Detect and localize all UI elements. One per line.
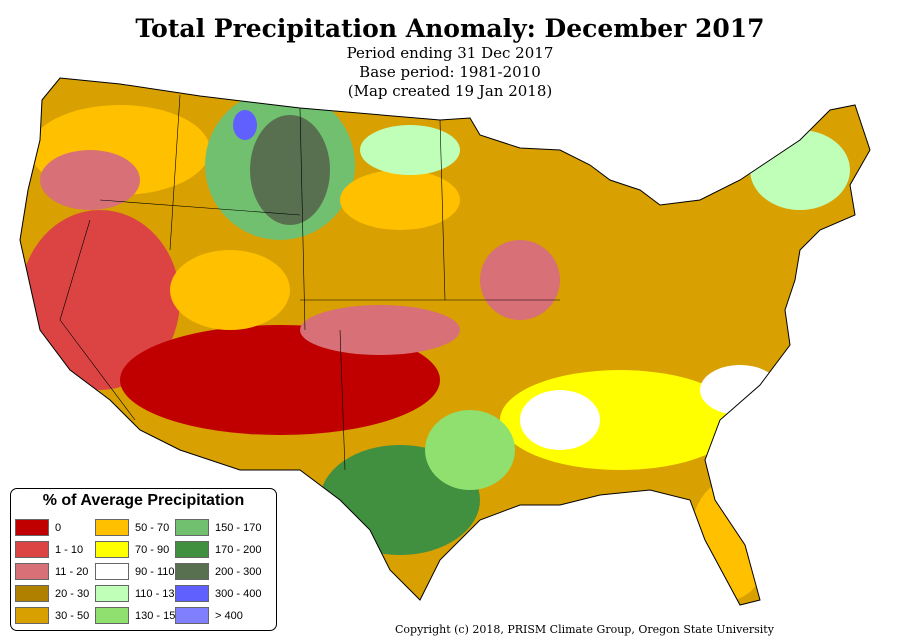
- legend-item: 200 - 300: [175, 563, 261, 580]
- legend-label: 0: [55, 521, 62, 534]
- legend-item: 70 - 90: [95, 541, 169, 558]
- legend-swatch: [95, 585, 129, 602]
- legend-label: 170 - 200: [215, 543, 262, 556]
- region-carolinas: [700, 365, 780, 415]
- region-california-nevada: [20, 210, 180, 390]
- legend-item: 110 - 130: [95, 585, 181, 602]
- legend-swatch: [15, 519, 49, 536]
- legend-item: 300 - 400: [175, 585, 261, 602]
- legend-label: 70 - 90: [135, 543, 170, 556]
- legend-item: 90 - 110: [95, 563, 175, 580]
- region-north-dakota: [360, 125, 460, 175]
- legend-item: 50 - 70: [95, 519, 169, 536]
- legend-swatch: [95, 519, 129, 536]
- legend-swatch: [175, 585, 209, 602]
- legend-label: 11 - 20: [55, 565, 89, 578]
- base-period-subtitle: Base period: 1981-2010: [359, 63, 541, 81]
- legend-label: 200 - 300: [215, 565, 262, 578]
- legend-item: > 400: [175, 607, 243, 624]
- legend-label: 1 - 10: [55, 543, 84, 556]
- region-missouri: [480, 240, 560, 320]
- region-mid-atlantic: [680, 230, 800, 310]
- legend-label: 110 - 130: [135, 587, 181, 600]
- legend-swatch: [175, 541, 209, 558]
- legend-item: 1 - 10: [15, 541, 83, 558]
- legend-swatch: [175, 607, 209, 624]
- legend-label: 30 - 50: [55, 609, 90, 622]
- region-kansas-oklahoma: [300, 305, 460, 355]
- legend-label: 130 - 150: [135, 609, 182, 622]
- legend-item: 20 - 30: [15, 585, 89, 602]
- region-rockies-wet: [250, 115, 330, 225]
- legend-item: 30 - 50: [15, 607, 89, 624]
- legend-title: % of Average Precipitation: [42, 492, 245, 509]
- legend-item: 11 - 20: [15, 563, 88, 580]
- legend-label: > 400: [215, 609, 243, 622]
- region-utah-colorado: [170, 250, 290, 330]
- period-subtitle: Period ending 31 Dec 2017: [346, 44, 554, 62]
- legend: % of Average Precipitation 0 1 - 10 11 - 2…: [10, 488, 277, 631]
- legend-label: 150 - 170: [215, 521, 262, 534]
- legend-swatch: [15, 541, 49, 558]
- legend-label: 300 - 400: [215, 587, 262, 600]
- region-east-texas: [425, 410, 515, 490]
- legend-item: 130 - 150: [95, 607, 181, 624]
- legend-swatch: [15, 563, 49, 580]
- legend-swatch: [15, 607, 49, 624]
- state-borders: [59, 94, 560, 471]
- legend-swatch: [95, 607, 129, 624]
- map-title: Total Precipitation Anomaly: December 20…: [135, 14, 765, 43]
- legend-label: 90 - 110: [135, 565, 175, 578]
- legend-swatch: [95, 563, 129, 580]
- legend-swatch: [95, 541, 129, 558]
- region-dakotas: [340, 170, 460, 230]
- region-mississippi: [520, 390, 600, 450]
- region-heavy-montana: [233, 110, 257, 140]
- legend-swatch: [175, 519, 209, 536]
- legend-swatch: [175, 563, 209, 580]
- us-outline: [19, 77, 871, 606]
- legend-item: 0: [15, 519, 61, 536]
- region-new-england: [750, 130, 850, 210]
- legend-label: 20 - 30: [55, 587, 90, 600]
- legend-item: 170 - 200: [175, 541, 261, 558]
- region-oregon: [40, 150, 140, 210]
- legend-item: 150 - 170: [175, 519, 261, 536]
- created-subtitle: (Map created 19 Jan 2018): [347, 82, 553, 100]
- region-florida: [690, 480, 770, 600]
- copyright: Copyright (c) 2018, PRISM Climate Group,…: [395, 623, 774, 636]
- legend-swatch: [15, 585, 49, 602]
- legend-label: 50 - 70: [135, 521, 170, 534]
